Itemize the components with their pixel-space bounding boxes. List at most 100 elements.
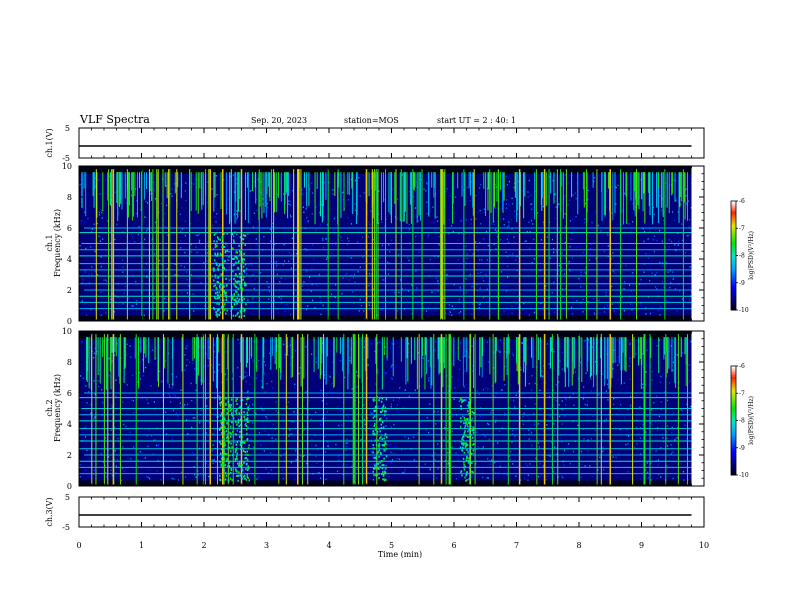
spectrogram-speckle <box>506 203 507 205</box>
spectrogram-speckle <box>92 228 93 230</box>
spectrogram-speckle <box>379 304 380 306</box>
spectrogram-speckle <box>573 464 574 466</box>
spectrogram-speckle <box>673 362 674 364</box>
spectrogram-speckle <box>418 300 419 302</box>
spectrogram-speckle <box>111 430 112 432</box>
spectrogram-speckle <box>93 425 94 427</box>
spectrogram-speckle <box>658 310 659 312</box>
spectrogram-speckle <box>159 229 160 231</box>
spectrogram-speckle <box>378 342 379 344</box>
spectrogram-speckle <box>437 291 438 293</box>
spectrogram-noise-burst <box>381 473 383 475</box>
spectrogram-noise-burst <box>375 474 377 476</box>
spectrogram-noise-burst <box>225 472 227 474</box>
spectrogram-speckle <box>214 371 215 373</box>
spectrogram-speckle <box>508 241 509 243</box>
spectrogram-speckle <box>639 443 640 445</box>
spectrogram-speckle <box>505 309 506 311</box>
spectrogram-speckle <box>629 366 630 368</box>
spectrogram-noise-burst <box>460 440 462 442</box>
spectrogram-noise-burst <box>469 462 471 464</box>
spectrogram-speckle <box>318 278 319 280</box>
spectrogram-noise-burst <box>385 448 387 450</box>
spectrogram-speckle <box>334 218 335 220</box>
spectrogram-speckle <box>188 285 189 287</box>
spectrogram-speckle <box>564 195 565 197</box>
spectrogram-speckle <box>351 223 352 225</box>
spectrogram-speckle <box>187 462 188 464</box>
spectrogram-speckle <box>174 274 175 276</box>
spectrogram-speckle <box>500 351 501 353</box>
spectrogram-speckle <box>550 257 551 259</box>
spectrogram-speckle <box>383 279 384 281</box>
spectrogram-noise-burst <box>468 413 470 415</box>
spectrogram-speckle <box>180 265 181 267</box>
spectrogram-noise-burst <box>221 306 223 308</box>
spectrogram-noise-burst <box>241 464 243 466</box>
spectrogram-speckle <box>233 214 234 216</box>
spectrogram-speckle <box>311 291 312 293</box>
spectrogram-noise-burst <box>219 479 221 481</box>
spectrogram-noise-burst <box>242 288 244 290</box>
spectrogram-speckle <box>435 293 436 295</box>
spectrogram-speckle <box>397 458 398 460</box>
spectrogram-speckle <box>665 251 666 253</box>
spectrogram-speckle <box>188 418 189 420</box>
spectrogram-speckle <box>507 195 508 197</box>
spectrogram-speckle <box>607 305 608 307</box>
spectrogram-speckle <box>635 402 636 404</box>
spectrogram-speckle <box>179 411 180 413</box>
spectrogram-speckle <box>345 299 346 301</box>
spectrogram-noise-burst <box>220 420 222 422</box>
spectrogram-speckle <box>82 300 83 302</box>
spectrogram-speckle <box>499 430 500 432</box>
spectrogram-speckle <box>454 398 455 400</box>
spectrogram-speckle <box>133 400 134 402</box>
spectrogram-noise-burst <box>226 440 228 442</box>
spectrogram-noise-burst <box>376 444 378 446</box>
spectrogram-noise-burst <box>375 429 377 431</box>
spectrogram-noise-burst <box>224 303 226 305</box>
spectrogram-noise-burst <box>247 473 249 475</box>
spectrogram-speckle <box>646 364 647 366</box>
spectrogram-speckle <box>369 273 370 275</box>
spectrogram-noise-burst <box>467 430 469 432</box>
spectrogram-speckle <box>630 379 631 381</box>
spectrogram-speckle <box>690 406 691 408</box>
spectrogram-speckle <box>658 463 659 465</box>
spectrogram-noise-burst <box>236 291 238 293</box>
spectrogram-speckle <box>455 196 456 198</box>
spectrogram-noise-burst <box>463 461 465 463</box>
spectrogram-speckle <box>277 273 278 275</box>
spectrogram-noise-burst <box>236 433 238 435</box>
spectrogram-speckle <box>196 235 197 237</box>
spectrogram-speckle <box>466 384 467 386</box>
spectrogram-speckle <box>590 247 591 249</box>
spectrogram-speckle <box>632 272 633 274</box>
spectrogram-speckle <box>93 418 94 420</box>
spectrogram-speckle <box>214 344 215 346</box>
spectrogram-speckle <box>603 449 604 451</box>
spectrogram-speckle <box>552 292 553 294</box>
spectrogram-speckle <box>598 403 599 405</box>
spectrogram-speckle <box>320 390 321 392</box>
spectrogram-speckle <box>236 468 237 470</box>
spectrogram-speckle <box>606 292 607 294</box>
spectrogram-speckle <box>439 446 440 448</box>
spectrogram-speckle <box>136 300 137 302</box>
spectrogram-speckle <box>326 403 327 405</box>
spectrogram-speckle <box>580 286 581 288</box>
spectrogram-speckle <box>452 376 453 378</box>
spectrogram-speckle <box>105 250 106 252</box>
spectrogram-speckle <box>367 458 368 460</box>
spectrogram-speckle <box>531 445 532 447</box>
spectrogram-speckle <box>600 230 601 232</box>
spectrogram-band <box>79 481 692 486</box>
spectrogram-speckle <box>101 266 102 268</box>
spectrogram-speckle <box>432 206 433 208</box>
spectrogram-noise-burst <box>235 251 237 253</box>
spectrogram-speckle <box>498 350 499 352</box>
spectrogram-speckle <box>212 427 213 429</box>
spectrogram-speckle <box>398 411 399 413</box>
spectrogram-speckle <box>200 259 201 261</box>
